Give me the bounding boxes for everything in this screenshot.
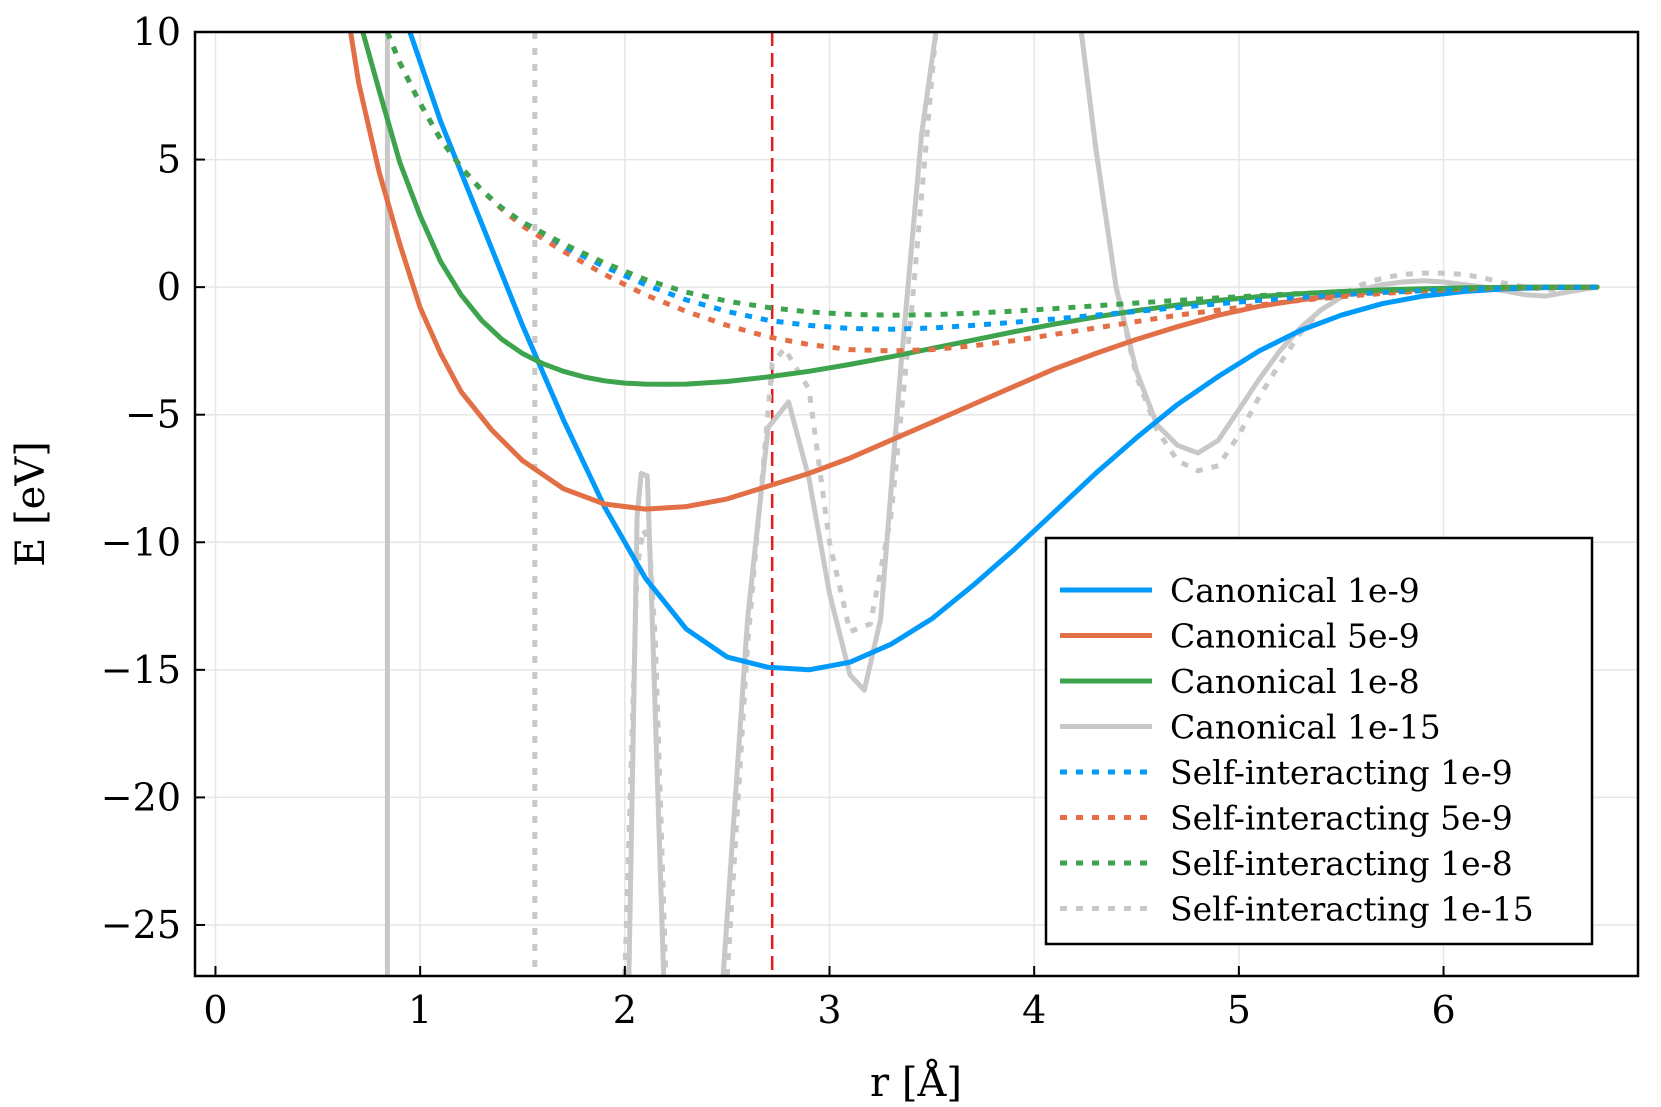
legend-label: Canonical 1e-15 <box>1170 708 1441 747</box>
legend-label: Canonical 1e-8 <box>1170 662 1420 701</box>
y-tick-label: 0 <box>157 265 181 309</box>
legend-label: Self-interacting 5e-9 <box>1170 799 1513 838</box>
x-tick-label: 4 <box>1022 988 1046 1032</box>
legend-label: Self-interacting 1e-8 <box>1170 844 1513 883</box>
series-layer <box>348 32 1600 976</box>
y-tick-label: −25 <box>101 903 181 947</box>
legend-label: Canonical 1e-9 <box>1170 571 1420 610</box>
x-axis-label: r [Å] <box>870 1059 962 1106</box>
legend: Canonical 1e-9 Canonical 5e-9 Canonical 1e… <box>1044 536 1594 946</box>
series-line-7 <box>532 32 1598 976</box>
y-axis-label: E [eV] <box>8 441 54 567</box>
x-tick-label: 2 <box>613 988 637 1032</box>
legend-box <box>1044 536 1594 946</box>
y-tick-label: −20 <box>101 775 181 819</box>
x-tick-label: 0 <box>203 988 227 1032</box>
y-tick-label: −15 <box>101 648 181 692</box>
x-tick-label: 1 <box>408 988 432 1032</box>
y-tick-label: −10 <box>101 520 181 564</box>
y-tick-label: −5 <box>125 393 181 437</box>
legend-label: Canonical 5e-9 <box>1170 617 1420 656</box>
plot-frame <box>193 30 1640 978</box>
series-line-3 <box>384 32 1600 976</box>
series-line-5 <box>385 32 1598 354</box>
y-tick-label: 10 <box>133 10 181 54</box>
series-line-0 <box>407 32 1600 673</box>
legend-label: Self-interacting 1e-9 <box>1170 753 1513 792</box>
axis-ticks: 0 1 2 3 4 5 6 10 5 0 −5 −10 −15 −20 −25 <box>101 10 1456 1032</box>
x-tick-label: 3 <box>817 988 841 1032</box>
x-tick-label: 6 <box>1431 988 1455 1032</box>
legend-label: Self-interacting 1e-15 <box>1170 890 1534 929</box>
x-tick-label: 5 <box>1227 988 1251 1032</box>
y-tick-label: 5 <box>157 138 181 182</box>
series-line-6 <box>385 32 1598 318</box>
